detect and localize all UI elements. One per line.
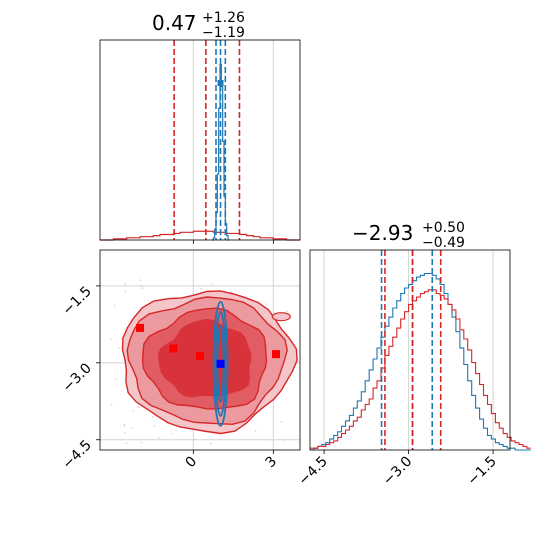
- joint-scatter-point: [140, 441, 143, 444]
- joint-scatter-point: [140, 285, 143, 288]
- joint-red-marker-1: [169, 344, 178, 353]
- joint-xtick-label-1: 3: [263, 454, 281, 472]
- joint-ytick-label-1: −3.0: [59, 360, 94, 395]
- joint-frame: [99, 249, 301, 451]
- joint-blue-contour-0: [212, 300, 229, 427]
- joint-scatter-point: [193, 438, 196, 441]
- joint-scatter-point: [254, 430, 257, 432]
- joint-scatter-point: [125, 442, 128, 445]
- right-xtick-label-0: −4.5: [296, 454, 331, 489]
- joint-scatter-point: [209, 442, 212, 445]
- top-title-lower: −1.19: [202, 25, 245, 41]
- joint-red-marker-3: [272, 350, 280, 359]
- joint-red-marker-0: [136, 323, 144, 332]
- joint-scatter-point: [124, 290, 127, 293]
- joint-scatter-point: [114, 378, 117, 380]
- joint-scatter-point: [280, 421, 283, 423]
- joint-scatter-point: [123, 431, 126, 434]
- top-frame: [99, 39, 301, 241]
- right-title-value: −2.93: [352, 221, 413, 245]
- joint-scatter-point: [153, 424, 156, 427]
- joint-scatter-point: [158, 436, 161, 439]
- right-red-histogram: [310, 289, 531, 449]
- joint-scatter-point: [211, 283, 214, 285]
- joint-scatter-point: [265, 303, 267, 305]
- joint-scatter-point: [285, 310, 288, 313]
- joint-ytick-label-2: −4.5: [59, 437, 94, 472]
- joint-blue-contour-1: [214, 310, 227, 417]
- joint-scatter-point: [141, 287, 144, 290]
- joint-scatter-point: [110, 403, 113, 406]
- joint-red-marker-2: [196, 352, 204, 361]
- right-frame: [309, 249, 511, 451]
- joint-scatter-point: [123, 424, 126, 427]
- top-title-value: 0.47: [152, 11, 197, 35]
- joint-scatter-point: [113, 304, 116, 307]
- joint-density-panel: 0 3 −1.5 −3.0 −4.5: [59, 249, 301, 473]
- top-title-upper: +1.26: [202, 10, 245, 26]
- joint-scatter-point: [139, 279, 142, 282]
- right-title: −2.93 +0.50 −0.49: [352, 220, 465, 251]
- joint-blue-marker: [216, 359, 225, 368]
- joint-contour-island: [271, 312, 291, 322]
- joint-xtick-label-0: 0: [183, 454, 201, 472]
- joint-scatter-point: [124, 282, 127, 285]
- joint-scatter-point: [267, 438, 270, 441]
- right-blue-histogram: [310, 272, 531, 451]
- top-red-histogram: [100, 230, 300, 241]
- right-xtick-label-1: −3.0: [380, 454, 415, 489]
- joint-ytick-label-0: −1.5: [59, 283, 94, 318]
- top-blue-histogram: [212, 63, 230, 241]
- joint-scatter-point: [131, 427, 134, 430]
- joint-scatter-point: [151, 416, 154, 418]
- right-title-upper: +0.50: [422, 220, 465, 236]
- joint-scatter-point: [282, 439, 285, 441]
- joint-scatter-point: [171, 432, 174, 435]
- joint-scatter-point: [110, 338, 113, 341]
- joint-scatter-point: [132, 409, 135, 412]
- joint-scatter-point: [137, 406, 140, 409]
- top-histogram-panel: [99, 39, 301, 244]
- top-title: 0.47 +1.26 −1.19: [152, 10, 245, 41]
- right-xtick-label-2: −1.5: [465, 454, 500, 489]
- joint-scatter-point: [117, 347, 120, 349]
- right-histogram-panel: −4.5 −3.0 −1.5: [296, 249, 531, 489]
- joint-scatter-point: [200, 287, 203, 290]
- top-blue-marker: [217, 80, 224, 86]
- right-title-lower: −0.49: [422, 235, 465, 251]
